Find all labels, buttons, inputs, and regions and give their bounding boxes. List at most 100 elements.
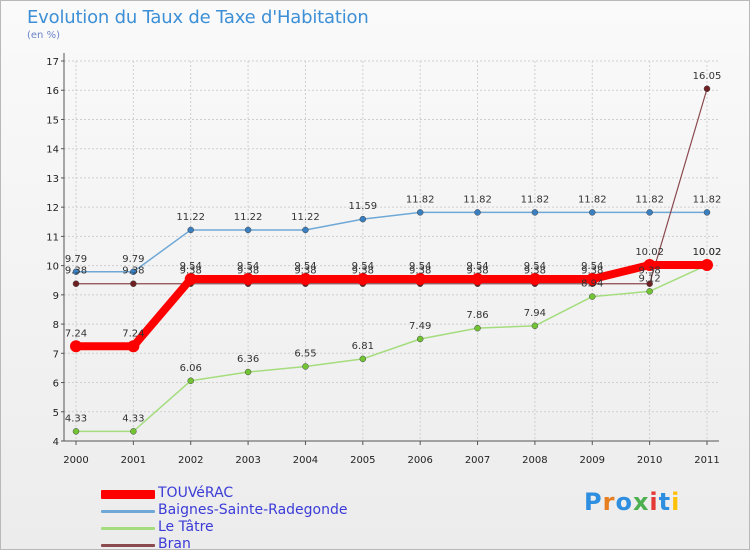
series-line-bran bbox=[75, 88, 708, 285]
data-label-touverac: 9.54 bbox=[524, 261, 546, 272]
logo-letter: P bbox=[584, 488, 603, 516]
y-tick-label: 14 bbox=[46, 145, 59, 156]
data-point-le-tatre bbox=[416, 335, 424, 343]
data-point-touverac bbox=[127, 340, 140, 353]
data-point-touverac bbox=[184, 273, 197, 286]
data-label-le-tatre: 4.33 bbox=[122, 413, 144, 424]
data-point-touverac bbox=[356, 273, 369, 286]
data-label-le-tatre: 9.12 bbox=[639, 273, 661, 284]
y-tick-label: 7 bbox=[53, 349, 59, 360]
legend-label: Baignes-Sainte-Radegonde bbox=[158, 502, 348, 518]
x-tick-label: 2010 bbox=[637, 455, 662, 466]
logo-letter: i bbox=[671, 488, 681, 516]
data-point-touverac bbox=[299, 273, 312, 286]
logo-letter: t bbox=[658, 488, 672, 516]
line-chart: 4 5 6 7 8 9 10 11 12 13 14 15 16 17 2000 2001 2002 2003 20… bbox=[46, 53, 722, 466]
y-tick-label: 4 bbox=[53, 437, 59, 448]
y-tick-label: 12 bbox=[46, 203, 59, 214]
data-label-baignes-sainte-radegonde: 11.82 bbox=[406, 194, 435, 205]
data-point-touverac bbox=[701, 259, 713, 272]
x-tick-label: 2007 bbox=[465, 455, 490, 466]
data-label-le-tatre: 6.55 bbox=[294, 348, 316, 359]
data-label-baignes-sainte-radegonde: 11.22 bbox=[291, 212, 320, 223]
data-label-le-tatre: 7.49 bbox=[409, 321, 431, 332]
data-label-le-tatre: 6.81 bbox=[352, 341, 374, 352]
legend-swatch bbox=[101, 527, 155, 530]
data-point-baignes-sainte-radegonde bbox=[187, 226, 194, 234]
data-point-baignes-sainte-radegonde bbox=[531, 209, 539, 216]
data-point-touverac bbox=[70, 340, 82, 353]
data-point-le-tatre bbox=[244, 368, 252, 376]
data-label-bran: 9.38 bbox=[524, 266, 546, 277]
data-point-baignes-sainte-radegonde bbox=[130, 268, 137, 276]
data-label-bran: 9.38 bbox=[639, 266, 661, 277]
data-point-bran bbox=[703, 85, 711, 93]
legend-swatch bbox=[101, 510, 155, 513]
data-label-baignes-sainte-radegonde: 9.79 bbox=[122, 254, 144, 265]
data-label-bran: 9.38 bbox=[122, 266, 144, 277]
x-tick-label: 2001 bbox=[121, 455, 146, 466]
data-point-le-tatre bbox=[646, 288, 653, 295]
data-label-touverac: 9.54 bbox=[409, 261, 431, 272]
data-point-le-tatre bbox=[187, 377, 194, 385]
data-point-le-tatre bbox=[72, 428, 80, 435]
legend-swatch bbox=[101, 490, 155, 499]
x-tick-label: 2004 bbox=[293, 455, 318, 466]
series-line-le-tatre bbox=[75, 264, 708, 433]
data-label-baignes-sainte-radegonde: 11.82 bbox=[463, 194, 492, 205]
logo-letter: r bbox=[602, 488, 616, 516]
x-tick-label: 2003 bbox=[235, 455, 260, 466]
y-tick-label: 6 bbox=[53, 379, 59, 390]
data-point-le-tatre bbox=[302, 363, 309, 370]
y-tick-label: 13 bbox=[46, 174, 59, 185]
data-label-le-tatre: 7.86 bbox=[466, 310, 488, 321]
data-label-touverac: 9.54 bbox=[180, 261, 202, 272]
data-point-baignes-sainte-radegonde bbox=[703, 209, 711, 216]
data-label-baignes-sainte-radegonde: 11.82 bbox=[521, 194, 550, 205]
data-label-touverac: 9.54 bbox=[581, 261, 603, 272]
x-tick-label: 2009 bbox=[580, 455, 605, 466]
data-label-baignes-sainte-radegonde: 11.59 bbox=[348, 201, 377, 212]
data-label-touverac: 9.54 bbox=[294, 261, 316, 272]
data-label-le-tatre: 7.94 bbox=[524, 308, 546, 319]
proxiti-logo[interactable]: Proxiti bbox=[584, 488, 680, 516]
logo-letter: o bbox=[615, 488, 633, 516]
data-point-bran bbox=[72, 280, 80, 287]
data-label-touverac: 7.24 bbox=[122, 328, 144, 339]
legend-label: TOUVéRAC bbox=[158, 485, 234, 501]
data-label-bran: 16.05 bbox=[693, 71, 722, 82]
data-point-le-tatre bbox=[531, 322, 539, 330]
y-tick-label: 17 bbox=[46, 57, 59, 68]
y-tick-label: 16 bbox=[46, 86, 59, 97]
data-point-touverac bbox=[528, 273, 541, 286]
legend-label: Bran bbox=[158, 536, 191, 552]
data-point-touverac bbox=[242, 273, 255, 286]
legend-swatch bbox=[101, 544, 155, 547]
data-label-bran: 9.38 bbox=[352, 266, 374, 277]
x-tick-label: 2005 bbox=[350, 455, 375, 466]
data-label-baignes-sainte-radegonde: 11.82 bbox=[578, 194, 607, 205]
data-label-bran: 9.38 bbox=[294, 266, 316, 277]
data-point-le-tatre bbox=[359, 355, 367, 363]
data-label-touverac: 9.54 bbox=[466, 261, 488, 272]
logo-letter: x bbox=[632, 488, 650, 516]
data-point-le-tatre bbox=[130, 428, 137, 435]
data-point-baignes-sainte-radegonde bbox=[589, 209, 596, 216]
series-line-baignes-sainte-radegonde bbox=[75, 211, 708, 273]
data-label-baignes-sainte-radegonde: 11.22 bbox=[234, 212, 263, 223]
y-tick-label: 11 bbox=[46, 232, 59, 243]
x-tick-label: 2000 bbox=[63, 455, 88, 466]
data-label-touverac: 9.54 bbox=[237, 261, 259, 272]
data-label-touverac: 10.02 bbox=[635, 247, 664, 258]
x-tick-label: 2011 bbox=[694, 455, 719, 466]
data-point-bran bbox=[130, 280, 137, 287]
data-label-baignes-sainte-radegonde: 11.82 bbox=[635, 194, 664, 205]
data-label-bran: 9.38 bbox=[466, 266, 488, 277]
data-label-baignes-sainte-radegonde: 11.22 bbox=[176, 212, 205, 223]
data-label-touverac: 7.24 bbox=[65, 328, 87, 339]
data-label-le-tatre: 10.02 bbox=[693, 247, 722, 258]
data-label-touverac: 10.02 bbox=[693, 247, 722, 258]
data-point-touverac bbox=[414, 273, 427, 286]
data-label-bran: 9.38 bbox=[409, 266, 431, 277]
